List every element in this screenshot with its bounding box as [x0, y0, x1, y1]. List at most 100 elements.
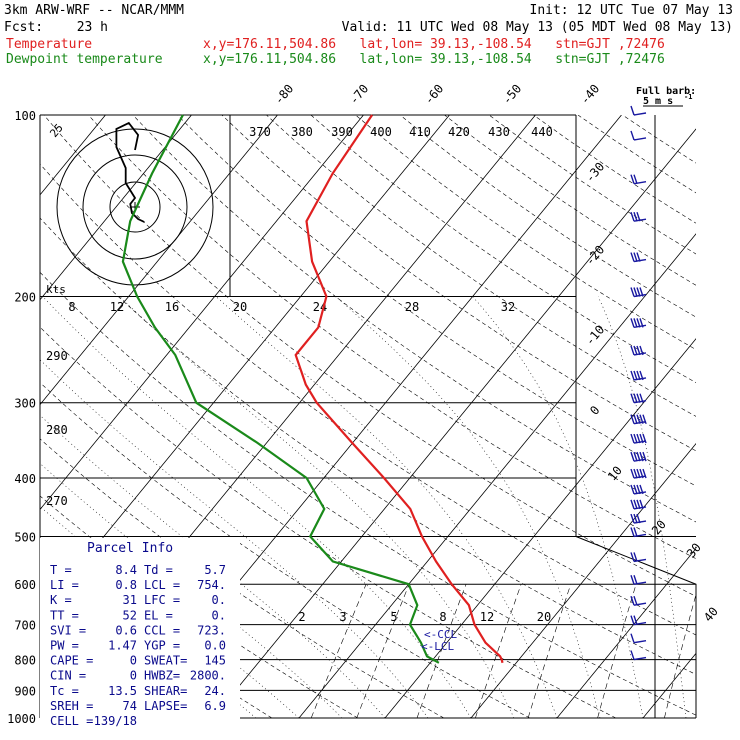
- moist-adiabat-20: [215, 296, 558, 719]
- hodograph: kts 25: [46, 121, 214, 296]
- parcel-key-right: LCL =: [144, 578, 180, 592]
- parcel-value-right: 145: [204, 654, 226, 668]
- wind-barb-flag: [630, 174, 635, 184]
- moist-adiabat-10: [42, 296, 472, 719]
- wind-barb-flag: [633, 484, 638, 495]
- wind-barb-flag: [639, 393, 644, 403]
- dewpoint-location: x,y=176.11,504.86 lat,lon= 39.13,-108.54…: [203, 52, 665, 67]
- parcel-info-background: [40, 538, 240, 729]
- mixing-ratio-lower-20: 20: [537, 610, 551, 624]
- temperature-tick--10: -10: [583, 323, 608, 349]
- wind-barb-staff: [633, 137, 647, 141]
- mixing-ratio-lower-8: 8: [439, 610, 446, 624]
- hodograph-ring-1: [82, 154, 188, 260]
- wind-barb-650: [630, 595, 647, 606]
- wind-barb-flag: [630, 252, 635, 262]
- wind-barbs: [630, 105, 647, 661]
- wind-barb-flag: [636, 414, 641, 424]
- parcel-key-left: Tc =: [50, 684, 79, 698]
- temperature-tick--20: -20: [583, 243, 608, 269]
- isotherm--50: [40, 115, 450, 615]
- wind-barb-750: [630, 633, 647, 644]
- ccl-marker: <-CCL: [424, 628, 457, 641]
- wind-barb-500: [630, 527, 647, 538]
- wind-barb-400: [630, 468, 647, 479]
- wind-barb-flag: [630, 575, 635, 585]
- wind-barb-flag: [636, 252, 641, 262]
- isotherm--20: [212, 128, 696, 719]
- temperature-tick-0: 0: [587, 403, 602, 418]
- wind-barb-flag: [639, 414, 644, 424]
- mixing-ratio-lower-3: 3: [339, 610, 346, 624]
- parcel-value-right: 24.: [204, 684, 226, 698]
- sounding-profiles: [121, 114, 504, 664]
- barb-legend-line1: Full barb:: [636, 86, 696, 97]
- parcel-value-right: 754.: [197, 578, 226, 592]
- wind-barb-700: [630, 615, 647, 626]
- parcel-value-right: 0.: [212, 608, 226, 622]
- temperature-location: x,y=176.11,504.86 lat,lon= 39.13,-108.54…: [203, 37, 665, 52]
- wind-barb-flag: [633, 414, 638, 424]
- wind-barb-staff: [633, 558, 647, 563]
- wind-barb-staff: [633, 656, 647, 661]
- wind-barb-450: [630, 499, 647, 510]
- mixing-ratio-upper-20: 20: [233, 300, 247, 314]
- wind-barb-flag: [630, 527, 635, 537]
- wind-barb-flag: [636, 370, 641, 381]
- wind-barb-staff: [633, 602, 647, 606]
- theta-label-400: 400: [370, 125, 392, 139]
- parcel-key-left: K =: [50, 593, 72, 607]
- wind-barb-flag: [633, 451, 638, 462]
- dry-adiabat-380: [221, 115, 696, 452]
- parcel-key-left: CELL =: [50, 714, 93, 728]
- theta-label-420: 420: [448, 125, 470, 139]
- wind-barb-flag: [636, 393, 641, 403]
- wind-barb-flag: [630, 513, 635, 524]
- wind-barb-staff: [633, 639, 647, 644]
- parcel-value-left: 139/18: [94, 714, 137, 728]
- valid-time: Valid: 11 UTC Wed 08 May 13 (05 MDT Wed …: [342, 20, 733, 35]
- barb-legend-line2: 5 m s: [643, 96, 673, 107]
- temperature-tick--60: -60: [422, 82, 447, 108]
- parcel-value-left: 31: [123, 593, 137, 607]
- mixing-ratio-upper-32: 32: [501, 300, 515, 314]
- isotherm--70: [40, 115, 278, 406]
- wind-barb-flag: [630, 615, 635, 625]
- parcel-key-right: LAPSE=: [144, 699, 187, 713]
- parcel-value-left: 0.6: [115, 623, 137, 637]
- theta-label-left-280: 280: [46, 423, 68, 437]
- isotherm--60: [40, 115, 364, 511]
- wind-barb-staff: [633, 181, 647, 185]
- dry-adiabat-440: [488, 115, 696, 255]
- isotherm--80: [40, 115, 192, 301]
- wind-barb-flag: [636, 499, 641, 510]
- wind-barb-flag: [636, 433, 641, 444]
- wind-barb-flag: [633, 345, 638, 356]
- dry-adiabat-300: [40, 326, 617, 719]
- wind-barb-600: [630, 575, 647, 585]
- pressure-tick-800: 800: [14, 654, 36, 668]
- mixing-ratio-lower-2: 2: [298, 610, 305, 624]
- theta-label-430: 430: [488, 125, 510, 139]
- isotherm--10: [298, 233, 696, 719]
- wind-barb-375: [630, 451, 647, 462]
- parcel-key-left: LI =: [50, 578, 79, 592]
- wind-barb-175: [630, 252, 647, 263]
- wind-barb-flag: [642, 433, 647, 444]
- wind-barb-130: [630, 174, 647, 185]
- parcel-key-right: SWEAT=: [144, 654, 187, 668]
- dry-adiabat-460: [577, 115, 696, 194]
- parcel-value-left: 0.8: [115, 578, 137, 592]
- mixing-ratio-lower-5: 5: [390, 610, 397, 624]
- parcel-value-right: 0.0: [204, 639, 226, 653]
- hodograph-ring-2: [56, 128, 214, 286]
- theta-label-left-290: 290: [46, 349, 68, 363]
- temperature-tick-10: 10: [605, 463, 625, 483]
- wind-barb-flag: [633, 174, 638, 184]
- wind-barb-flag: [630, 318, 635, 328]
- temperature-tick-20: 20: [649, 517, 669, 537]
- wind-barb-flag: [639, 484, 644, 495]
- wind-barb-staff: [633, 581, 647, 585]
- isotherm-30: [642, 652, 696, 719]
- dry-adiabat-330: [40, 163, 696, 636]
